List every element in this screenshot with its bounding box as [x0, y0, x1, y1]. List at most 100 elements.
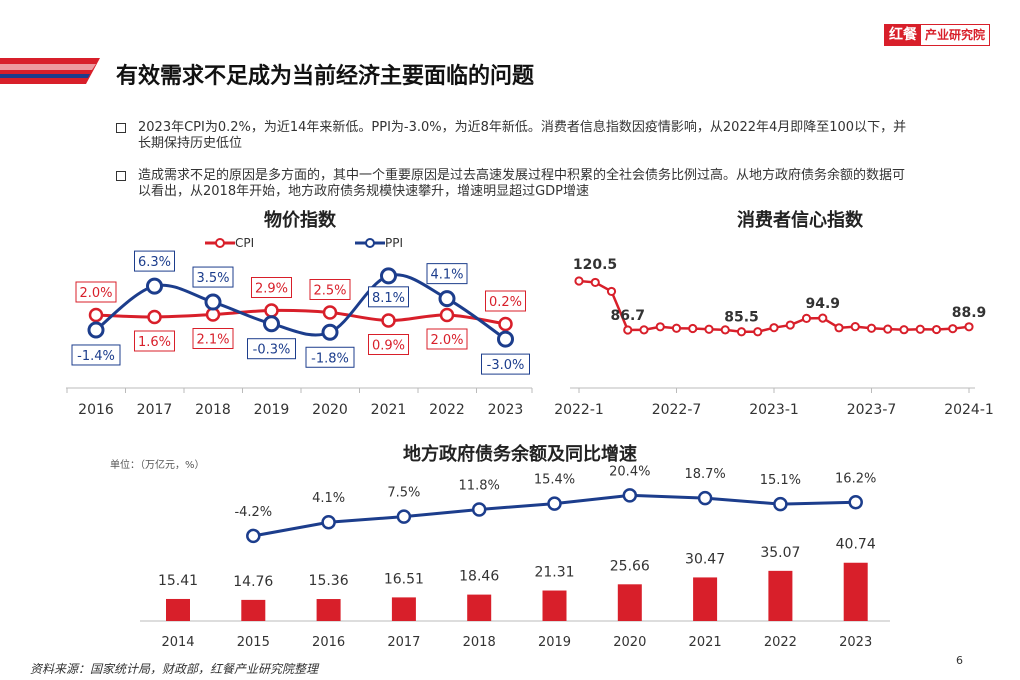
confidence-point — [931, 324, 942, 335]
debt-x-tick-label: 2021 — [689, 635, 722, 650]
cpi-point — [439, 307, 455, 323]
debt-bar — [768, 570, 793, 621]
growth-data-label: 7.5% — [387, 486, 420, 501]
page-number: 6 — [956, 654, 963, 667]
cpi-data-label: 2.1% — [196, 333, 229, 348]
confidence-point — [850, 322, 860, 332]
ppi-data-label-box — [192, 266, 234, 288]
confidence-x-tick-label: 2023-1 — [749, 402, 799, 418]
growth-data-label: 15.1% — [760, 473, 801, 488]
cpi-data-label: 0.9% — [372, 339, 405, 354]
ppi-legend-marker-icon — [355, 238, 385, 248]
confidence-point — [736, 327, 747, 337]
cpi-data-label: 2.0% — [79, 286, 112, 301]
cpi-data-label-box — [485, 290, 526, 312]
debt-bar — [467, 594, 492, 621]
debt-x-tick-label: 2017 — [387, 635, 420, 650]
confidence-x-tick-label: 2022-7 — [652, 402, 702, 418]
ppi-data-label: 8.1% — [372, 291, 405, 306]
cpi-legend-marker-icon — [205, 238, 235, 248]
ppi-data-label: 3.5% — [196, 271, 229, 286]
confidence-x-tick-label: 2022-1 — [554, 402, 604, 418]
ppi-data-label-box — [368, 286, 409, 308]
confidence-point — [818, 313, 828, 323]
ppi-data-label-box — [247, 338, 296, 360]
cpi-data-label: 1.6% — [138, 335, 171, 350]
cpi-data-label: 2.5% — [313, 284, 346, 299]
growth-data-label: 20.4% — [609, 464, 650, 479]
cpi-data-label-box — [426, 328, 468, 350]
bullet-text: 2023年CPI为0.2%，为近14年来新低。PPI为-3.0%，为近8年新低。… — [138, 120, 907, 151]
confidence-point — [688, 323, 698, 334]
cpi-data-label-box — [75, 281, 117, 303]
confidence-point — [883, 324, 893, 334]
ppi-data-label: -3.0% — [487, 358, 525, 373]
bullet-point-2: 造成需求不足的原因是多方面的，其中一个重要原因是过去高速发展过程中积累的全社会债… — [116, 168, 916, 200]
confidence-point — [671, 323, 682, 333]
confidence-annotation: 88.9 — [952, 305, 987, 321]
debt-bar — [542, 590, 567, 621]
ppi-data-label: -1.8% — [311, 351, 349, 366]
debt-x-tick-label: 2018 — [463, 635, 496, 650]
confidence-point — [801, 313, 812, 323]
debt-value-label: 18.46 — [459, 569, 499, 585]
legend-cpi-label: CPI — [235, 236, 255, 250]
confidence-point — [899, 325, 909, 335]
growth-data-label: 15.4% — [534, 473, 575, 488]
cpi-point — [147, 309, 162, 325]
growth-data-label: 11.8% — [459, 479, 500, 494]
debt-value-label: 15.41 — [158, 573, 198, 589]
ppi-data-label: 6.3% — [138, 255, 171, 270]
growth-point — [396, 509, 412, 524]
title-banner-decoration — [0, 58, 100, 84]
price-x-tick-label: 2021 — [371, 402, 407, 418]
debt-value-label: 40.74 — [836, 537, 876, 553]
bullet-square-icon — [116, 123, 126, 133]
ppi-point — [146, 277, 163, 295]
debt-bar — [316, 599, 341, 621]
bullet-square-icon — [116, 171, 126, 181]
debt-unit-label: 单位：（万亿元，%） — [110, 460, 205, 471]
confidence-point — [915, 324, 925, 334]
ppi-data-label-box — [481, 353, 530, 375]
growth-point — [471, 502, 487, 517]
confidence-annotation: 85.5 — [724, 310, 759, 326]
debt-bar — [617, 584, 642, 621]
debt-chart-title: 地方政府债务余额及同比增速 — [403, 444, 637, 465]
brand-logo: 红餐 产业研究院 — [884, 24, 991, 46]
ppi-data-label: -1.4% — [77, 349, 115, 364]
cpi-point — [264, 303, 279, 318]
cpi-data-label: 2.9% — [255, 282, 288, 297]
confidence-point — [574, 276, 584, 286]
debt-x-tick-label: 2020 — [613, 635, 646, 650]
price-x-tick-label: 2017 — [137, 402, 173, 418]
confidence-point — [769, 323, 779, 333]
confidence-point — [623, 325, 633, 335]
growth-point — [622, 488, 638, 503]
cpi-point — [322, 305, 338, 320]
growth-data-label: 18.7% — [684, 467, 725, 482]
ppi-data-label-box — [71, 344, 121, 366]
confidence-chart-title: 消费者信心指数 — [737, 210, 863, 231]
debt-value-label: 30.47 — [685, 551, 725, 567]
growth-data-label: 4.1% — [312, 491, 345, 506]
cpi-data-label-box — [192, 328, 234, 349]
price-x-tick-label: 2022 — [429, 402, 465, 418]
confidence-point — [753, 327, 763, 337]
source-note: 资料来源：国家统计局，财政部，红餐产业研究院整理 — [30, 662, 319, 676]
growth-point — [697, 490, 713, 506]
debt-value-label: 15.36 — [309, 573, 349, 589]
cpi-point — [381, 313, 396, 328]
page-title: 有效需求不足成为当前经济主要面临的问题 — [116, 64, 535, 89]
debt-bar — [843, 562, 868, 621]
ppi-point — [438, 290, 456, 308]
cpi-point — [498, 316, 513, 332]
growth-point — [773, 496, 788, 512]
ppi-point — [263, 315, 280, 333]
confidence-annotation: 94.9 — [805, 296, 840, 312]
confidence-point — [720, 325, 730, 335]
confidence-point — [948, 324, 958, 334]
ppi-data-label: 4.1% — [430, 268, 463, 283]
growth-point — [246, 528, 261, 544]
bullet-text: 造成需求不足的原因是多方面的，其中一个重要原因是过去高速发展过程中积累的全社会债… — [138, 168, 906, 199]
